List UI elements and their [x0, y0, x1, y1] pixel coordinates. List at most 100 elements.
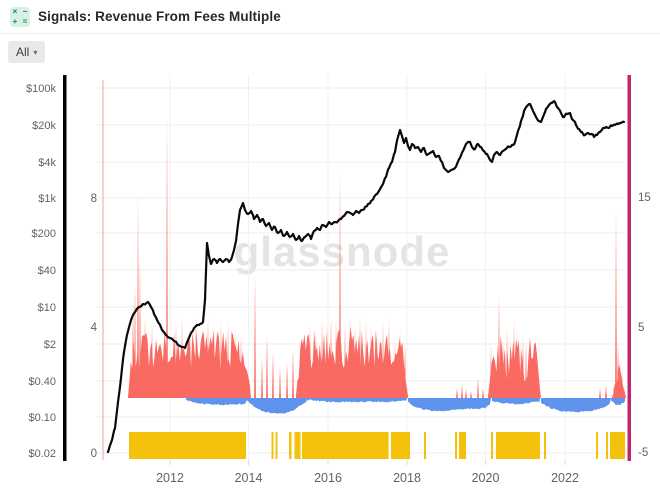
signal-band-bar [289, 432, 292, 459]
fee-multiple-spike [202, 322, 204, 398]
fee-multiple-below-area [611, 398, 625, 406]
price-axis-label: $0.02 [28, 448, 56, 460]
window-header: × − + = Signals: Revenue From Fees Multiple [0, 0, 660, 34]
fee-multiple-spike [537, 378, 539, 398]
fee-multiple-spike [477, 378, 479, 398]
fee-multiple-spike [519, 345, 521, 398]
fee-multiple-spike [399, 330, 401, 398]
chart-toolbar: All ▾ [0, 34, 660, 63]
signal-band-bar [455, 432, 457, 459]
fee-multiple-spike [227, 322, 229, 398]
signal-band-bar [491, 432, 493, 459]
fee-multiple-spike [613, 385, 615, 398]
fee-multiple-spike [529, 355, 531, 398]
fee-multiple-spike [470, 391, 472, 398]
icon-glyph-minus: − [22, 6, 28, 16]
price-axis-label: $40 [38, 265, 56, 277]
chevron-down-icon: ▾ [33, 47, 38, 57]
fee-multiple-spike [621, 370, 623, 398]
fee-multiple-spike [349, 318, 351, 398]
fee-multiple-spike [506, 328, 508, 398]
year-axis-label: 2022 [551, 471, 579, 485]
fee-multiple-spike [376, 330, 378, 398]
fee-multiple-spike [533, 365, 535, 398]
fee-axis-left-label: 0 [91, 448, 97, 460]
price-axis-label: $0.10 [28, 412, 56, 424]
fee-multiple-spike [272, 352, 274, 398]
fee-multiple-spike [175, 322, 177, 398]
fee-axis-left-label: 8 [91, 193, 97, 205]
price-axis-label: $100k [26, 83, 56, 95]
fee-multiple-spike [144, 315, 146, 398]
fee-multiple-spike [279, 368, 281, 398]
fee-multiple-spike [490, 345, 492, 398]
signal-band-bar [391, 432, 410, 459]
fee-multiple-spike [502, 338, 504, 398]
fee-multiple-above-area [128, 330, 251, 398]
fee-multiple-spike [335, 320, 337, 398]
fee-multiple-spike [266, 335, 268, 398]
signal-band-bar [302, 432, 389, 459]
price-axis-label: $10 [38, 302, 56, 314]
fee-multiple-below-area [186, 398, 247, 406]
fee-multiple-spike [344, 322, 346, 398]
fee-multiple-spike [166, 116, 168, 398]
signal-band-bar [610, 432, 625, 459]
fee-axis-left-label: 4 [91, 322, 98, 334]
year-axis-label: 2016 [314, 471, 342, 485]
fee-multiple-spike [326, 322, 328, 398]
fee-multiple-spike [456, 388, 458, 398]
fee-multiple-spike [321, 318, 323, 398]
icon-glyph-equals: = [22, 16, 28, 26]
range-selector-label: All [16, 45, 30, 59]
year-axis-label: 2018 [393, 471, 421, 485]
fee-axis-right-label: -5 [638, 447, 648, 459]
fee-multiple-spike [482, 388, 484, 398]
fee-multiple-spike [354, 325, 356, 398]
fee-multiple-spike [137, 196, 139, 398]
fee-multiple-spike [132, 300, 134, 398]
signal-band-bar [606, 432, 608, 459]
fee-multiple-below-area [408, 398, 491, 412]
fee-multiple-below-area [247, 398, 307, 414]
fee-multiple-spike [498, 295, 500, 398]
fee-multiple-spike [510, 342, 512, 398]
fee-multiple-above-area [296, 326, 408, 398]
fee-multiple-spike [619, 360, 621, 398]
fee-multiple-spike [494, 370, 496, 398]
signal-band-bar [459, 432, 466, 459]
fee-multiple-spike [220, 320, 222, 398]
left-axis-line [63, 75, 67, 461]
price-axis-label: $1k [38, 193, 56, 205]
signal-band-bar [271, 432, 274, 459]
fee-multiple-spike [359, 315, 361, 398]
price-axis-label: $4k [38, 157, 56, 169]
range-selector-button[interactable]: All ▾ [8, 41, 46, 63]
fee-axis-right-label: 5 [638, 322, 644, 334]
fee-multiple-spike [617, 340, 619, 398]
fee-multiple-spike [599, 388, 601, 398]
fee-multiple-spike [254, 275, 256, 398]
fee-multiple-spike [315, 330, 317, 398]
signal-band-bar [129, 432, 246, 459]
fee-multiple-spike [292, 348, 294, 398]
fee-multiple-spike [388, 318, 390, 398]
fee-multiple-spike [207, 318, 209, 398]
fee-multiple-spike [213, 325, 215, 398]
year-axis-label: 2012 [156, 471, 184, 485]
fee-multiple-spike [394, 340, 396, 398]
fee-multiple-spike [330, 315, 332, 398]
signal-band-bar [424, 432, 426, 459]
fee-multiple-spike [151, 322, 153, 398]
price-axis-label: $200 [32, 228, 56, 240]
fee-multiple-spike [461, 384, 463, 398]
signal-band-bar [496, 432, 540, 459]
page-title: Signals: Revenue From Fees Multiple [38, 9, 281, 24]
fee-multiple-spike [286, 362, 288, 398]
signal-band-bar [596, 432, 598, 459]
fee-multiple-spike [465, 389, 467, 398]
fee-multiple-spike [513, 320, 515, 398]
fee-multiple-spike [615, 212, 617, 398]
price-axis-label: $20k [32, 120, 56, 132]
